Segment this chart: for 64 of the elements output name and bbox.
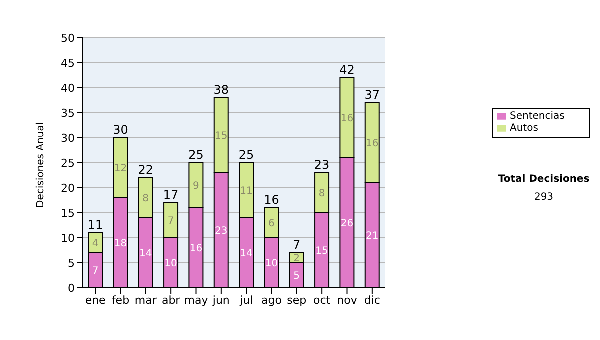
y-tick-label: 10 bbox=[61, 232, 75, 245]
y-axis-title: Decisiones Anual bbox=[36, 122, 47, 208]
text: 293 bbox=[533, 192, 555, 203]
data-label: 16 bbox=[190, 244, 203, 255]
data-label: 15 bbox=[316, 246, 328, 258]
x-tick-label: jun bbox=[212, 294, 230, 307]
data-label: 26 bbox=[340, 218, 354, 230]
data-label: 7 bbox=[168, 216, 174, 228]
data-label: 7 bbox=[92, 266, 99, 278]
total-label: 16 bbox=[264, 193, 280, 207]
y-tick-label: 30 bbox=[61, 132, 75, 145]
data-label: 2 bbox=[294, 254, 300, 265]
data-label: 14 bbox=[240, 248, 253, 260]
data-label: 14 bbox=[140, 248, 152, 260]
legend-label: Sentencias bbox=[510, 111, 565, 122]
x-tick-label: mar bbox=[134, 294, 158, 307]
data-label: 4 bbox=[92, 238, 99, 250]
x-tick-label: oct bbox=[314, 294, 332, 307]
data-label: 12 bbox=[114, 164, 128, 175]
total-label: 38 bbox=[214, 83, 230, 97]
data-label: 10 bbox=[164, 258, 178, 270]
y-tick-label: 40 bbox=[61, 82, 75, 95]
y-tick-label: 5 bbox=[68, 256, 75, 270]
data-label: 21 bbox=[366, 231, 379, 242]
total-label: 22 bbox=[138, 163, 154, 177]
total-label: 42 bbox=[340, 63, 355, 77]
data-label: 10 bbox=[265, 258, 278, 270]
x-tick-label: abr bbox=[162, 294, 181, 307]
y-tick-label: 50 bbox=[61, 32, 75, 45]
total-label: 17 bbox=[163, 188, 179, 202]
data-label: 23 bbox=[215, 226, 228, 238]
x-tick-label: dic bbox=[364, 294, 380, 307]
total-label: 23 bbox=[314, 158, 330, 172]
data-label: 18 bbox=[114, 238, 128, 250]
total-label: 7 bbox=[293, 238, 301, 252]
data-label: 9 bbox=[193, 181, 200, 192]
total-label: 25 bbox=[238, 148, 254, 162]
y-tick-label: 35 bbox=[61, 106, 75, 120]
data-label: 15 bbox=[215, 131, 228, 142]
data-label: 11 bbox=[240, 186, 253, 198]
legend-label: Autos bbox=[510, 123, 538, 134]
x-tick-label: may bbox=[184, 294, 209, 307]
text: Total Decisiones bbox=[497, 174, 591, 185]
data-label: 16 bbox=[366, 138, 379, 150]
y-tick-label: 25 bbox=[61, 156, 75, 170]
data-label: 6 bbox=[268, 218, 275, 230]
total-label: 25 bbox=[188, 148, 204, 162]
x-tick-label: feb bbox=[112, 294, 130, 307]
total-label: 11 bbox=[88, 218, 104, 232]
data-label: 16 bbox=[340, 114, 354, 125]
y-tick-label: 0 bbox=[68, 282, 75, 295]
total-label: 37 bbox=[364, 88, 380, 102]
x-tick-label: ago bbox=[262, 294, 282, 307]
y-tick-label: 45 bbox=[61, 56, 75, 70]
y-tick-label: 20 bbox=[61, 182, 75, 195]
data-label: 8 bbox=[318, 188, 326, 200]
x-tick-label: jul bbox=[239, 294, 254, 307]
y-tick-label: 15 bbox=[61, 206, 75, 220]
data-label: 8 bbox=[142, 194, 150, 205]
total-label: 30 bbox=[113, 123, 128, 137]
data-label: 5 bbox=[294, 271, 300, 282]
x-tick-label: ene bbox=[85, 294, 106, 307]
x-tick-label: sep bbox=[287, 294, 307, 307]
x-tick-label: nov bbox=[337, 294, 358, 307]
